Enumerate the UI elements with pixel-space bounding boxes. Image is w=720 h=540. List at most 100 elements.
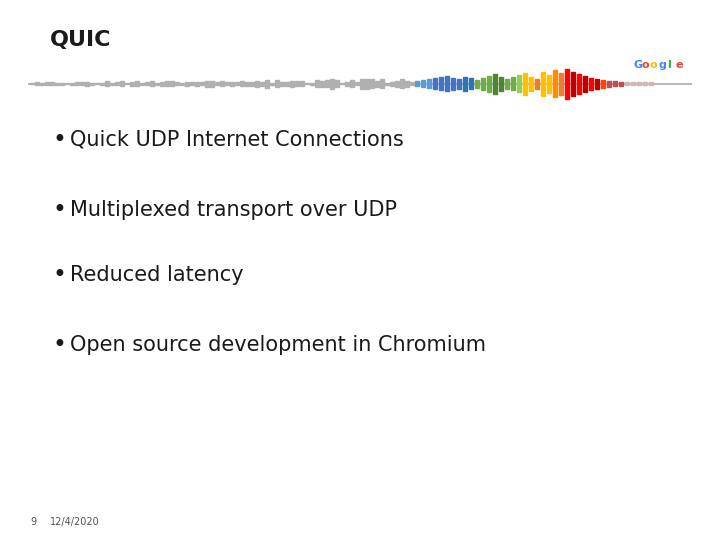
Bar: [320, 81, 323, 86]
Bar: [195, 82, 199, 86]
Bar: [35, 83, 38, 85]
Bar: [529, 77, 533, 91]
Bar: [40, 83, 43, 85]
Bar: [559, 73, 562, 94]
Bar: [215, 82, 218, 85]
Bar: [200, 82, 204, 85]
Bar: [463, 77, 467, 91]
Bar: [335, 80, 338, 87]
Bar: [421, 80, 425, 87]
Text: Open source development in Chromium: Open source development in Chromium: [70, 335, 486, 355]
Bar: [380, 79, 384, 89]
Bar: [280, 82, 284, 86]
Text: •: •: [52, 128, 66, 152]
Bar: [190, 82, 194, 85]
Bar: [499, 77, 503, 91]
Text: Multiplexed transport over UDP: Multiplexed transport over UDP: [70, 200, 397, 220]
Bar: [360, 78, 364, 89]
Bar: [445, 76, 449, 91]
Bar: [457, 79, 461, 89]
Bar: [165, 81, 168, 86]
Bar: [295, 81, 299, 86]
Bar: [235, 82, 238, 85]
Bar: [619, 82, 623, 86]
Bar: [145, 82, 148, 85]
Text: •: •: [52, 198, 66, 222]
Text: 12/4/2020: 12/4/2020: [50, 517, 100, 527]
Text: o: o: [650, 60, 657, 70]
Bar: [451, 78, 454, 90]
Bar: [643, 82, 647, 85]
Bar: [250, 82, 253, 86]
Bar: [275, 80, 279, 87]
Bar: [230, 82, 233, 86]
Bar: [541, 72, 544, 96]
Bar: [305, 83, 308, 84]
Bar: [475, 80, 479, 87]
Bar: [517, 75, 521, 92]
Bar: [185, 82, 189, 85]
Text: g: g: [659, 60, 667, 70]
Bar: [50, 82, 53, 85]
Bar: [400, 79, 403, 88]
Bar: [547, 75, 551, 93]
Bar: [469, 78, 472, 89]
Bar: [410, 83, 413, 85]
Bar: [90, 83, 94, 85]
Bar: [375, 81, 379, 86]
Text: o: o: [642, 60, 649, 70]
Bar: [631, 82, 634, 85]
Bar: [300, 82, 304, 86]
Bar: [220, 82, 223, 86]
Bar: [290, 80, 294, 87]
Bar: [160, 82, 163, 85]
Bar: [433, 78, 436, 89]
Bar: [583, 76, 587, 92]
Text: Quick UDP Internet Connections: Quick UDP Internet Connections: [70, 130, 404, 150]
Bar: [607, 80, 611, 87]
Bar: [115, 82, 119, 85]
Bar: [30, 83, 34, 84]
Bar: [505, 79, 508, 89]
Bar: [265, 80, 269, 87]
Bar: [130, 82, 133, 85]
Bar: [523, 73, 526, 94]
Bar: [365, 78, 369, 89]
Text: l: l: [667, 60, 671, 70]
Bar: [85, 82, 89, 85]
Bar: [80, 82, 84, 85]
Bar: [649, 82, 652, 85]
Text: e: e: [675, 60, 683, 70]
Bar: [260, 82, 264, 86]
Bar: [355, 82, 359, 85]
Bar: [70, 83, 73, 85]
Bar: [60, 83, 63, 85]
Bar: [481, 78, 485, 90]
Bar: [205, 80, 209, 87]
Bar: [100, 83, 104, 85]
Bar: [350, 80, 354, 87]
Bar: [75, 83, 78, 85]
Bar: [370, 79, 374, 89]
Bar: [110, 83, 114, 85]
Bar: [180, 83, 184, 85]
Text: •: •: [52, 333, 66, 357]
Bar: [385, 83, 389, 85]
Bar: [225, 82, 228, 85]
Bar: [135, 81, 138, 86]
Text: Reduced latency: Reduced latency: [70, 265, 243, 285]
Bar: [155, 83, 158, 85]
Bar: [55, 83, 58, 85]
Bar: [565, 69, 569, 99]
Bar: [270, 83, 274, 85]
Bar: [345, 82, 348, 86]
Bar: [210, 81, 214, 86]
Bar: [65, 83, 68, 84]
Bar: [493, 73, 497, 94]
Bar: [613, 81, 616, 86]
Bar: [175, 82, 179, 85]
Bar: [405, 80, 408, 87]
Bar: [325, 80, 328, 87]
Bar: [553, 70, 557, 97]
Text: G: G: [633, 60, 642, 70]
